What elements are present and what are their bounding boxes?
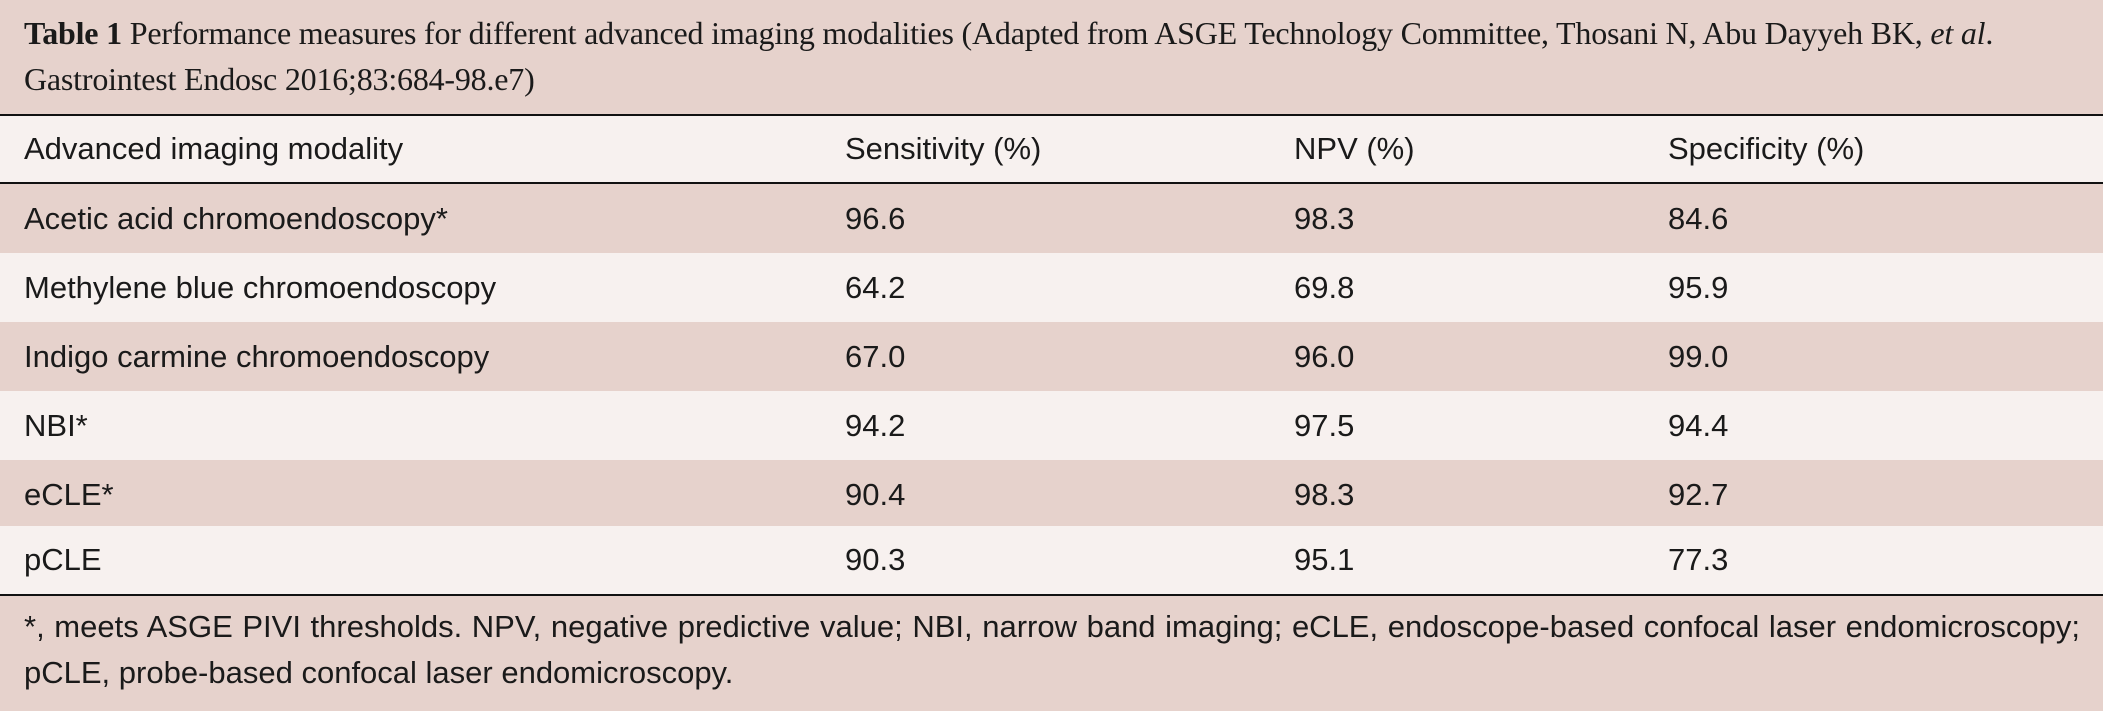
caption-text: Performance measures for different advan… [129, 15, 1931, 51]
header-npv: NPV (%) [1294, 131, 1415, 166]
table-label: Table 1 [24, 15, 122, 51]
cell-specificity: 92.7 [1668, 476, 1729, 512]
table-row: Acetic acid chromoendoscopy* 96.6 98.3 8… [0, 184, 2103, 253]
top-rule [0, 114, 2103, 116]
cell-sensitivity: 90.3 [845, 542, 906, 577]
cell-modality: Indigo carmine chromoendoscopy [24, 338, 490, 374]
cell-specificity: 99.0 [1668, 338, 1729, 374]
table-row: Indigo carmine chromoendoscopy 67.0 96.0… [0, 322, 2103, 391]
cell-modality: Acetic acid chromoendoscopy* [24, 200, 448, 236]
cell-modality: Methylene blue chromoendoscopy [24, 269, 497, 305]
table-row: NBI* 94.2 97.5 94.4 [0, 391, 2103, 460]
table-caption: Table 1 Performance measures for differe… [24, 10, 2084, 102]
cell-npv: 98.3 [1294, 200, 1355, 236]
table-row: Methylene blue chromoendoscopy 64.2 69.8… [0, 253, 2103, 322]
caption-citation-end: . Gastrointest Endosc 2016;83:684-98.e7) [24, 15, 1994, 97]
cell-specificity: 95.9 [1668, 269, 1729, 305]
cell-npv: 69.8 [1294, 269, 1355, 305]
table-row: eCLE* 90.4 98.3 92.7 [0, 460, 2103, 529]
cell-sensitivity: 90.4 [845, 476, 906, 512]
cell-sensitivity: 67.0 [845, 338, 906, 374]
header-specificity: Specificity (%) [1668, 131, 1865, 166]
cell-specificity: 77.3 [1668, 542, 1729, 577]
header-sensitivity: Sensitivity (%) [845, 131, 1042, 166]
caption-italic-text: et al [1930, 15, 1986, 51]
cell-npv: 95.1 [1294, 542, 1355, 577]
cell-specificity: 94.4 [1668, 407, 1729, 443]
cell-modality: pCLE [24, 542, 102, 577]
table-row: pCLE 90.3 95.1 77.3 [0, 526, 2103, 594]
cell-modality: eCLE* [24, 476, 114, 512]
header-modality: Advanced imaging modality [24, 131, 404, 166]
cell-npv: 98.3 [1294, 476, 1355, 512]
table-header-row: Advanced imaging modality Sensitivity (%… [0, 116, 2103, 182]
cell-npv: 96.0 [1294, 338, 1355, 374]
cell-modality: NBI* [24, 407, 88, 443]
cell-npv: 97.5 [1294, 407, 1355, 443]
table-footnote: *, meets ASGE PIVI thresholds. NPV, nega… [24, 609, 2080, 690]
cell-sensitivity: 96.6 [845, 200, 906, 236]
cell-sensitivity: 64.2 [845, 269, 906, 305]
cell-specificity: 84.6 [1668, 200, 1729, 236]
header-rule [0, 182, 2103, 184]
bottom-rule [0, 594, 2103, 596]
cell-sensitivity: 94.2 [845, 407, 906, 443]
